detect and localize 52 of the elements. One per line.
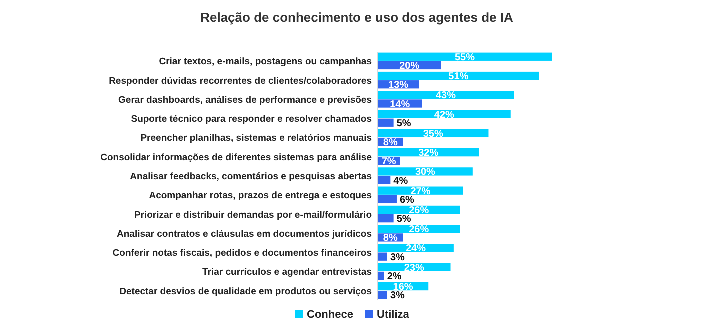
data-label: 8% — [383, 233, 398, 244]
bar — [378, 291, 388, 300]
y-tick-label: Gerar dashboards, análises de performance e previsões — [118, 94, 372, 106]
bar — [378, 168, 473, 176]
legend-label: Conhece — [307, 309, 354, 321]
data-label: 6% — [400, 194, 415, 206]
data-label: 14% — [390, 99, 410, 110]
data-label: 3% — [390, 290, 406, 302]
data-label: 5% — [396, 118, 412, 130]
data-label: 4% — [394, 176, 408, 187]
chart-title: Relação de conhecimento e uso dos agentes de IA — [200, 10, 514, 25]
y-tick-label: Priorizar e distribuir demandas por e-mail/formulário — [134, 210, 372, 221]
bar — [378, 110, 511, 118]
y-tick-label: Conferir notas fiscais, pedidos e documentos financeiros — [112, 248, 372, 260]
data-label: 26% — [409, 205, 430, 216]
y-tick-label: Responder dúvidas recorrentes de clientes/colaboradores — [109, 76, 372, 87]
bar — [378, 214, 394, 223]
data-label: 43% — [436, 90, 456, 102]
data-label: 30% — [415, 167, 436, 178]
data-label: 27% — [410, 186, 431, 198]
data-label: 23% — [404, 262, 424, 274]
bar — [378, 176, 391, 184]
data-label: 24% — [406, 244, 426, 255]
y-tick-label: Triar currículos e agendar entrevistas — [202, 267, 372, 278]
bar — [378, 118, 394, 127]
data-label: 55% — [454, 52, 476, 64]
data-label: 5% — [396, 214, 412, 226]
bar — [378, 195, 397, 204]
y-tick-label: Acompanhar rotas, prazos de entrega e estoques — [149, 190, 372, 202]
data-label: 20% — [400, 60, 420, 72]
data-label: 35% — [423, 128, 444, 140]
data-label: 7% — [382, 156, 396, 168]
data-label: 42% — [434, 110, 455, 121]
bar — [378, 72, 540, 80]
data-label: 2% — [387, 271, 402, 282]
data-label: 32% — [418, 148, 439, 160]
y-tick-label: Criar textos, e-mails, postagens ou campanhas — [159, 56, 372, 68]
legend-label: Utiliza — [377, 309, 410, 321]
data-label: 13% — [388, 80, 409, 92]
data-label: 8% — [383, 138, 398, 149]
y-tick-label: Consolidar informações de diferentes sistemas para análise — [100, 152, 372, 164]
y-tick-label: Analisar feedbacks, comentários e pesquisas abertas — [130, 172, 372, 182]
data-label: 51% — [448, 72, 469, 83]
y-tick-label: Detectar desvios de qualidade em produtos ou serviços — [120, 286, 372, 298]
bar — [378, 272, 384, 280]
data-label: 3% — [390, 252, 406, 264]
y-tick-label: Suporte técnico para responder e resolver chamados — [131, 114, 372, 126]
y-tick-label: Analisar contratos e cláusulas em documentos jurídicos — [117, 228, 372, 240]
y-tick-label: Preencher planilhas, sistemas e relatórios manuais — [140, 133, 372, 144]
bar — [378, 52, 552, 61]
data-label: 26% — [409, 224, 430, 236]
bar — [378, 252, 388, 261]
